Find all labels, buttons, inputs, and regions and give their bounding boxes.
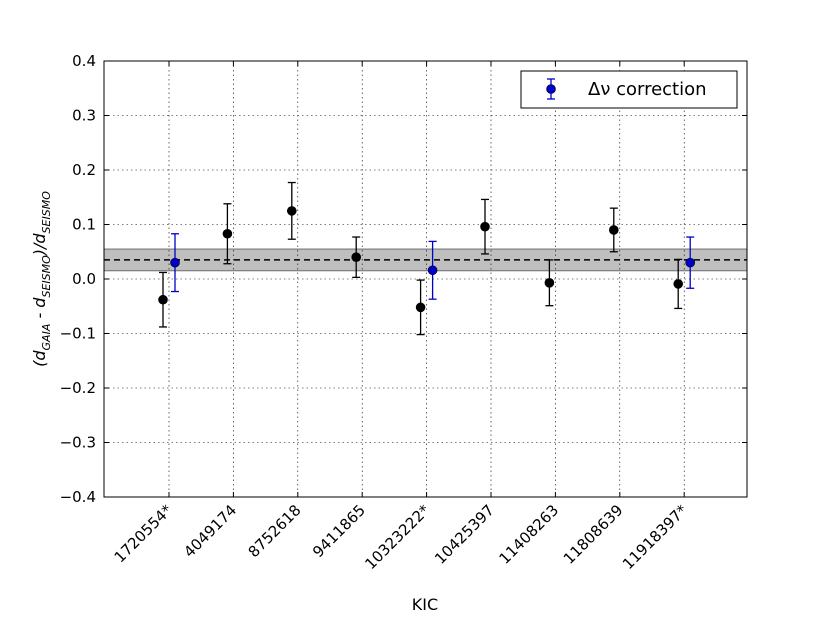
data-point (351, 252, 362, 263)
data-point (158, 294, 168, 305)
y-tick-label: 0.2 (72, 161, 96, 179)
y-tick-label: −0.4 (60, 488, 96, 506)
legend-box (520, 70, 738, 109)
y-tick-label: 0.1 (72, 216, 96, 234)
y-tick-label: 0.0 (72, 270, 96, 288)
data-point (480, 221, 490, 232)
data-point (286, 206, 297, 216)
data-point (415, 302, 426, 313)
y-axis-label: (dGAIA - dSEISMO)/dSEISMO (30, 191, 53, 367)
legend: Δν correction (520, 70, 738, 109)
y-tick-label: −0.1 (60, 325, 96, 343)
y-tick-label: −0.2 (60, 379, 96, 397)
data-point (608, 225, 619, 235)
y-tick-label: 0.4 (72, 52, 96, 70)
data-point (544, 278, 555, 288)
data-point (222, 228, 233, 239)
y-tick-label: −0.3 (60, 434, 96, 452)
data-point (170, 257, 180, 268)
points-layer (158, 181, 696, 336)
data-point (685, 257, 696, 268)
data-point (427, 265, 438, 276)
legend-marker (546, 84, 556, 94)
legend-label: Δν correction (588, 79, 707, 100)
x-axis-label: KIC (412, 595, 438, 614)
grid-layer (104, 61, 747, 497)
data-point (673, 279, 684, 289)
y-tick-label: 0.3 (72, 107, 96, 125)
